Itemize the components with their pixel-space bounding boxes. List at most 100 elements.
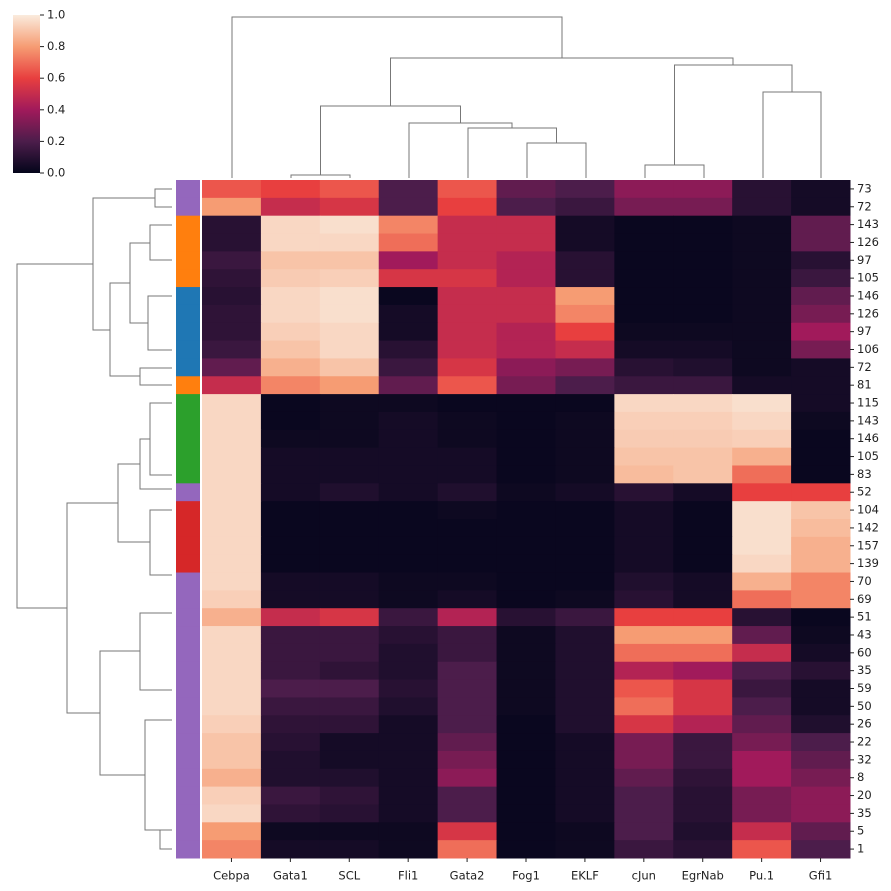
heatmap-cell [791,733,851,752]
heatmap-cell [614,411,674,431]
heatmap-cell [732,554,792,574]
heatmap-cell [202,322,262,342]
heatmap-cell [202,840,262,859]
heatmap-cell [732,572,792,591]
row-label: 157 [857,538,879,552]
row-label: 60 [857,645,872,659]
heatmap-cell [555,697,615,716]
heatmap-cell [614,715,674,734]
heatmap-cell [614,733,674,752]
heatmap-cell [555,733,615,752]
heatmap-cell [260,269,321,288]
heatmap-cell [260,572,321,591]
heatmap-cell [496,180,556,199]
heatmap-cell [378,554,439,574]
heatmap-cell [791,822,851,841]
heatmap-cell [437,661,498,681]
heatmap-cell [260,536,321,556]
heatmap-cell [319,251,380,270]
heatmap-cell [319,269,380,288]
heatmap-cell [378,411,439,431]
heatmap-cell [732,501,792,520]
heatmap-cell [319,322,380,342]
row-color [176,643,200,663]
heatmap-cell [732,180,792,199]
heatmap-cell [614,465,674,484]
colorbar-tick-label: 1.0 [47,8,65,22]
row-label: 70 [857,574,872,588]
heatmap-cell [614,180,674,199]
heatmap-cell [202,411,262,431]
heatmap-cell [260,411,321,431]
heatmap-cell [319,697,380,716]
heatmap-cell [791,768,851,788]
colorbar [13,15,40,173]
heatmap-cell [260,251,321,270]
heatmap-cell [260,768,321,788]
heatmap-cell [437,483,498,502]
heatmap-cell [555,304,615,324]
heatmap-cell [437,679,498,698]
heatmap-cell [202,733,262,752]
heatmap-cell [496,679,556,698]
row-color [176,840,200,859]
row-color [176,340,200,359]
heatmap-cell [319,590,380,609]
heatmap-cell [732,215,792,235]
row-label: 32 [857,752,872,766]
heatmap-cell [496,626,556,645]
row-color [176,251,200,270]
heatmap-cell [791,679,851,698]
heatmap-cell [732,519,792,538]
column-label: Fli1 [398,869,418,883]
heatmap-cell [732,411,792,431]
heatmap-cell [437,697,498,716]
heatmap-cell [260,358,321,377]
heatmap-cell [202,429,262,449]
heatmap-cell [791,536,851,556]
heatmap-cell [260,804,321,823]
heatmap-cell [260,304,321,324]
column-label: Gata2 [450,869,485,883]
heatmap-cell [732,376,792,395]
heatmap-cell [673,376,733,395]
row-label: 51 [857,610,872,624]
heatmap-cell [496,394,556,413]
heatmap-cell [673,304,733,324]
heatmap-cell [437,733,498,752]
heatmap-cell [260,733,321,752]
heatmap-cell [614,376,674,395]
heatmap-cell [555,786,615,805]
row-color [176,590,200,609]
heatmap-cell [378,447,439,466]
heatmap-cell [260,447,321,466]
heatmap-cell [555,394,615,413]
heatmap-cell [555,750,615,770]
heatmap-cell [378,251,439,270]
heatmap-cell [437,287,498,306]
row-color [176,180,200,199]
row-color [176,304,200,324]
row-label: 5 [857,824,864,838]
heatmap-cell [202,358,262,377]
heatmap-cell [732,322,792,342]
heatmap-cell [496,340,556,359]
row-label: 126 [857,306,879,320]
heatmap-cell [791,804,851,823]
heatmap-cell [673,572,733,591]
row-label: 22 [857,735,872,749]
row-label: 105 [857,271,879,285]
heatmap-cell [555,715,615,734]
heatmap-cell [437,822,498,841]
heatmap-cell [614,501,674,520]
heatmap-cell [732,626,792,645]
heatmap-cell [555,180,615,199]
heatmap-cell [202,483,262,502]
heatmap-cell [555,536,615,556]
heatmap-cell [732,697,792,716]
heatmap-cell [202,661,262,681]
heatmap-cell [202,608,262,627]
heatmap-cell [319,768,380,788]
heatmap-cell [260,626,321,645]
heatmap-cell [673,750,733,770]
